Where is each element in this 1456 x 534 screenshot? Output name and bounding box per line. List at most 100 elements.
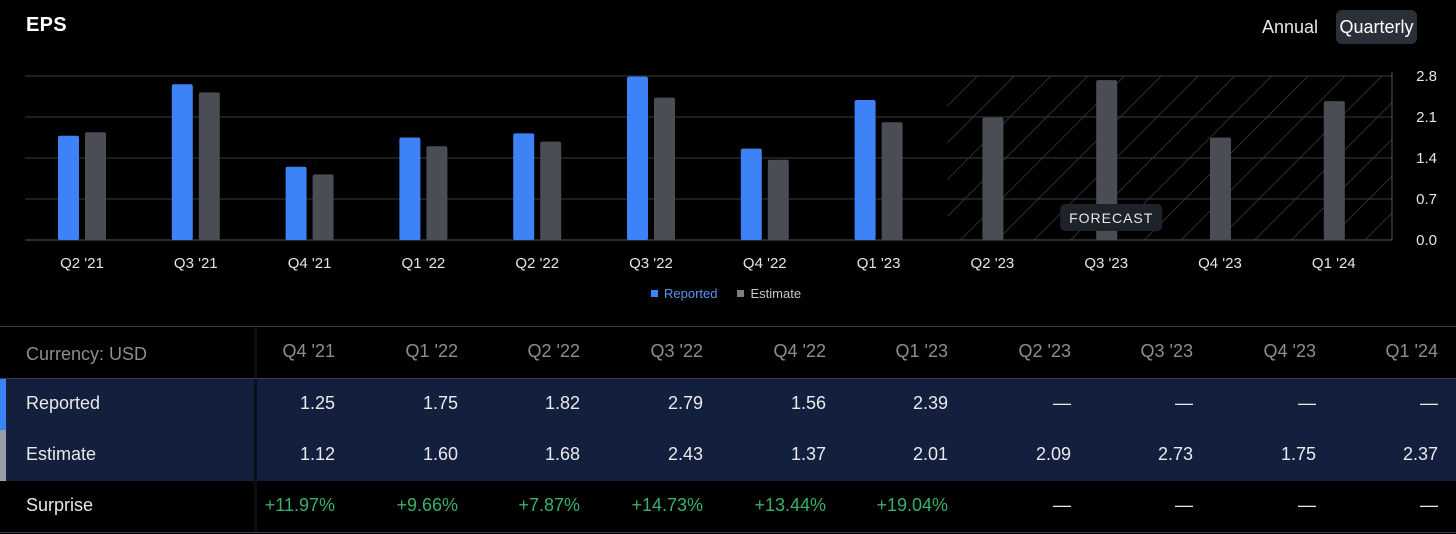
table-cell: —: [1053, 393, 1071, 413]
column-header: Q4 '23: [1263, 341, 1316, 361]
x-tick-label: Q3 '21: [174, 255, 218, 272]
forecast-badge-label: FORECAST: [1069, 210, 1153, 226]
table-cell: 2.43: [667, 444, 703, 464]
column-separator: [254, 430, 257, 481]
table-cell: 1.75: [422, 393, 458, 413]
y-tick-label: 2.8: [1416, 68, 1437, 85]
y-tick-label: 0.0: [1416, 232, 1437, 249]
table-row-estimate[interactable]: Estimate 1.12 1.60 1.68 2.43 1.37 2.01 2.09 2.7…: [0, 430, 1456, 481]
table-row-surprise[interactable]: Surprise +11.97% +9.66% +7.87% +14.73% +13.4…: [0, 481, 1456, 533]
bar-reported: [627, 76, 648, 240]
x-tick-label: Q1 '23: [857, 255, 901, 272]
column-separator: [254, 327, 257, 378]
table-cell: 1.25: [299, 393, 335, 413]
page-title: EPS: [26, 14, 67, 36]
annual-toggle[interactable]: Annual: [1262, 17, 1319, 37]
row-label-estimate: Estimate: [26, 444, 97, 464]
currency-label: Currency: USD: [26, 344, 148, 364]
table-cell: 1.37: [790, 444, 826, 464]
x-tick-label: Q2 '21: [60, 255, 104, 272]
table-cell: +9.66%: [396, 495, 458, 515]
bar-reported: [58, 135, 79, 240]
bar-estimate: [540, 141, 562, 240]
x-tick-label: Q2 '22: [515, 255, 559, 272]
x-tick-label: Q3 '22: [629, 255, 673, 272]
table-cell: —: [1175, 495, 1193, 515]
bar-reported: [854, 100, 876, 240]
bar-estimate: [982, 117, 1004, 240]
column-separator: [254, 481, 257, 532]
bar-estimate: [1323, 101, 1345, 240]
column-header: Q1 '24: [1385, 341, 1438, 361]
table-cell: +11.97%: [264, 495, 335, 515]
column-header: Q3 '22: [650, 341, 703, 361]
reported-row-marker: [0, 379, 6, 430]
table-cell: +19.04%: [876, 495, 948, 515]
legend-estimate[interactable]: Estimate: [737, 286, 801, 301]
bar-reported: [513, 133, 535, 240]
column-header: Q2 '23: [1018, 341, 1071, 361]
bar-estimate: [1096, 80, 1118, 240]
column-header: Q1 '22: [405, 341, 458, 361]
table-header-row: Currency: USD Q4 '21 Q1 '22 Q2 '22 Q3 '22 Q4…: [0, 327, 1456, 379]
column-header: Q1 '23: [895, 341, 948, 361]
table-cell: 2.39: [912, 393, 948, 413]
legend-reported[interactable]: Reported: [651, 286, 717, 301]
bar-estimate: [654, 97, 675, 240]
table-cell: 2.37: [1402, 444, 1438, 464]
bar-estimate: [881, 122, 903, 240]
column-header: Q4 '22: [773, 341, 826, 361]
table-cell: 2.01: [912, 444, 948, 464]
bar-reported: [285, 166, 307, 240]
x-tick-label: Q1 '24: [1312, 255, 1356, 272]
table-cell: —: [1053, 495, 1071, 515]
table-cell: 2.79: [667, 393, 703, 413]
y-tick-label: 0.7: [1416, 191, 1437, 208]
bar-estimate: [312, 174, 334, 240]
bar-estimate: [767, 159, 789, 240]
x-tick-label: Q1 '22: [402, 255, 446, 272]
x-tick-label: Q4 '22: [743, 255, 787, 272]
table-cell: 1.56: [790, 393, 826, 413]
column-header: Q4 '21: [282, 341, 335, 361]
bar-reported: [171, 84, 193, 240]
table-cell: 1.82: [544, 393, 580, 413]
eps-chart: 0.0 0.7 1.4 2.1 2.8 Q2 '21 Q3 '21 Q4 '21 Q1 '22 Q…: [25, 68, 1437, 272]
table-cell: 1.60: [422, 444, 458, 464]
bar-reported: [740, 148, 762, 240]
table-cell: —: [1420, 393, 1438, 413]
table-cell: 2.09: [1035, 444, 1071, 464]
legend-reported-label: Reported: [664, 286, 718, 301]
quarterly-toggle[interactable]: Quarterly: [1336, 10, 1417, 44]
row-label-surprise: Surprise: [26, 495, 94, 515]
bar-estimate: [85, 132, 106, 240]
column-separator: [254, 379, 257, 430]
x-tick-label: Q2 '23: [971, 255, 1015, 272]
estimate-row-marker: [0, 430, 6, 481]
legend-reported-swatch: [651, 290, 658, 297]
y-tick-label: 2.1: [1416, 109, 1437, 126]
table-row-reported[interactable]: Reported 1.25 1.75 1.82 2.79 1.56 2.39 — — — —: [0, 379, 1456, 430]
chart-legend: Reported Estimate: [651, 286, 801, 301]
table-cell: 2.73: [1157, 444, 1193, 464]
bar-estimate: [1210, 137, 1231, 240]
x-tick-label: Q4 '21: [288, 255, 332, 272]
table-cell: —: [1298, 393, 1316, 413]
row-label-reported: Reported: [26, 393, 101, 413]
table-cell: 1.68: [544, 444, 580, 464]
bar-reported: [399, 137, 421, 240]
column-header: Q3 '23: [1140, 341, 1193, 361]
table-cell: +7.87%: [518, 495, 580, 515]
table-cell: —: [1175, 393, 1193, 413]
eps-table: Currency: USD Q4 '21 Q1 '22 Q2 '22 Q3 '22 Q4…: [0, 326, 1456, 534]
table-cell: —: [1298, 495, 1316, 515]
legend-estimate-swatch: [737, 290, 745, 297]
x-tick-label: Q3 '23: [1084, 255, 1128, 272]
bar-estimate: [198, 92, 220, 241]
forecast-badge: [1060, 204, 1163, 231]
table-cell: +13.44%: [754, 495, 826, 515]
column-header: Q2 '22: [527, 341, 580, 361]
table-cell: —: [1420, 495, 1438, 515]
x-tick-label: Q4 '23: [1198, 255, 1242, 272]
y-tick-label: 1.4: [1416, 150, 1437, 167]
